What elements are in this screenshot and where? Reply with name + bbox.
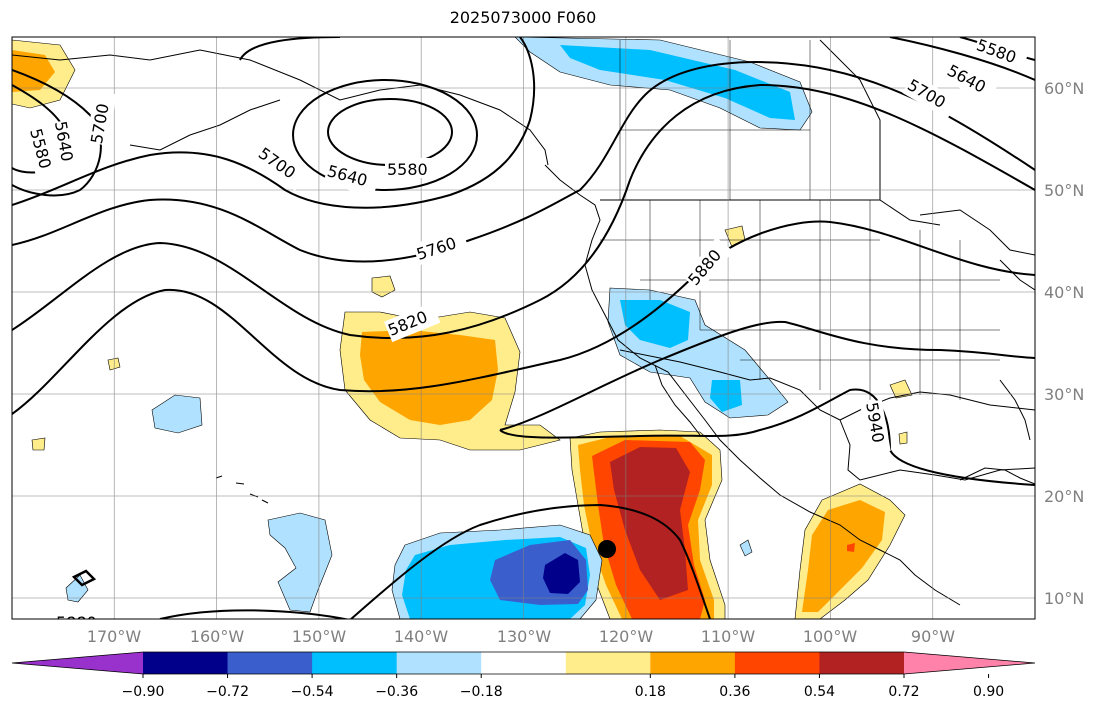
colorbar-tick-label: 0.90	[973, 684, 1004, 700]
coastlines	[12, 39, 1035, 606]
lat-label: 50°N	[1044, 181, 1084, 200]
yucatan	[959, 467, 1035, 485]
colorbar: −0.90 −0.72 −0.54 −0.36 −0.18 0.18 0.36 0.54 0.7…	[11, 651, 1036, 700]
colorbar-box	[312, 652, 398, 674]
lat-label: 40°N	[1044, 283, 1084, 302]
canada-provinces	[619, 40, 811, 200]
pacific-island	[71, 569, 97, 587]
lon-label: 110°W	[701, 627, 756, 646]
map-area: 5580 5640 5700 5760 5820 5880 5940 5580 …	[12, 37, 1035, 632]
lon-label: 120°W	[599, 627, 654, 646]
lon-label: 160°W	[190, 627, 245, 646]
lon-label: 100°W	[803, 627, 858, 646]
colorbar-box	[819, 652, 905, 674]
colorbar-box	[650, 652, 736, 674]
map-title: 2025073000 F060	[449, 8, 597, 27]
north-america-west-coast	[544, 164, 961, 606]
longitude-labels: 170°W 160°W 150°W 140°W 130°W 120°W 110°…	[87, 627, 955, 646]
contour-5940	[499, 320, 1035, 431]
colorbar-tick-label: 0.54	[804, 684, 835, 700]
contour-nw	[12, 69, 102, 197]
colorbar-extend-high	[904, 652, 1035, 674]
height-contours	[12, 37, 1035, 619]
aleutians	[129, 99, 281, 151]
colorbar-tick-label: −0.18	[460, 684, 503, 700]
contour-label-5880-sw: 5880	[56, 613, 97, 632]
east-coast	[999, 259, 1035, 291]
colorbar-box	[565, 652, 651, 674]
baja-california	[654, 364, 701, 436]
storm-center-marker	[598, 540, 616, 558]
colorbar-extend-low	[12, 652, 143, 674]
colorbar-box	[396, 652, 482, 674]
hawaii	[215, 475, 269, 504]
colorbar-tick-label: 0.72	[888, 684, 919, 700]
lat-label: 10°N	[1044, 589, 1084, 608]
great-lakes	[919, 209, 1035, 256]
colorbar-box	[143, 652, 229, 674]
map-frame	[11, 36, 1036, 620]
contour-5820	[12, 83, 1035, 340]
colorbar-tick-label: −0.54	[291, 684, 334, 700]
lon-label: 130°W	[497, 627, 552, 646]
colorbar-tick-label: 0.18	[635, 684, 666, 700]
colorbar-tick-label: 0.36	[719, 684, 750, 700]
contour-5880	[12, 220, 1035, 415]
lat-label: 60°N	[1044, 79, 1084, 98]
lon-label: 170°W	[87, 627, 142, 646]
colorbar-tick-label: −0.36	[375, 684, 418, 700]
colorbar-box	[227, 652, 313, 674]
lon-label: 150°W	[292, 627, 347, 646]
contour-5940-b	[499, 388, 1035, 486]
latitude-labels: 60°N 50°N 40°N 30°N 20°N 10°N	[1044, 79, 1084, 608]
contour-5760	[12, 61, 1035, 263]
contour-ne	[889, 37, 1035, 81]
colorbar-tick-label: −0.90	[122, 684, 165, 700]
colorbar-box	[481, 652, 567, 674]
colorbar-tick-label: −0.72	[206, 684, 249, 700]
colorbar-box	[734, 652, 820, 674]
contour-5700	[12, 37, 536, 209]
lat-label: 20°N	[1044, 487, 1084, 506]
florida	[999, 379, 1031, 441]
alaska-coast	[12, 49, 549, 166]
contour-label-5580: 5580	[387, 160, 428, 179]
lat-label: 30°N	[1044, 385, 1084, 404]
mexico-gulf	[839, 419, 1035, 481]
hudson-bay	[819, 39, 881, 200]
contour-5640-low	[292, 79, 478, 191]
contour-5880-south	[159, 503, 711, 619]
lon-label: 90°W	[911, 627, 955, 646]
lon-label: 140°W	[394, 627, 449, 646]
